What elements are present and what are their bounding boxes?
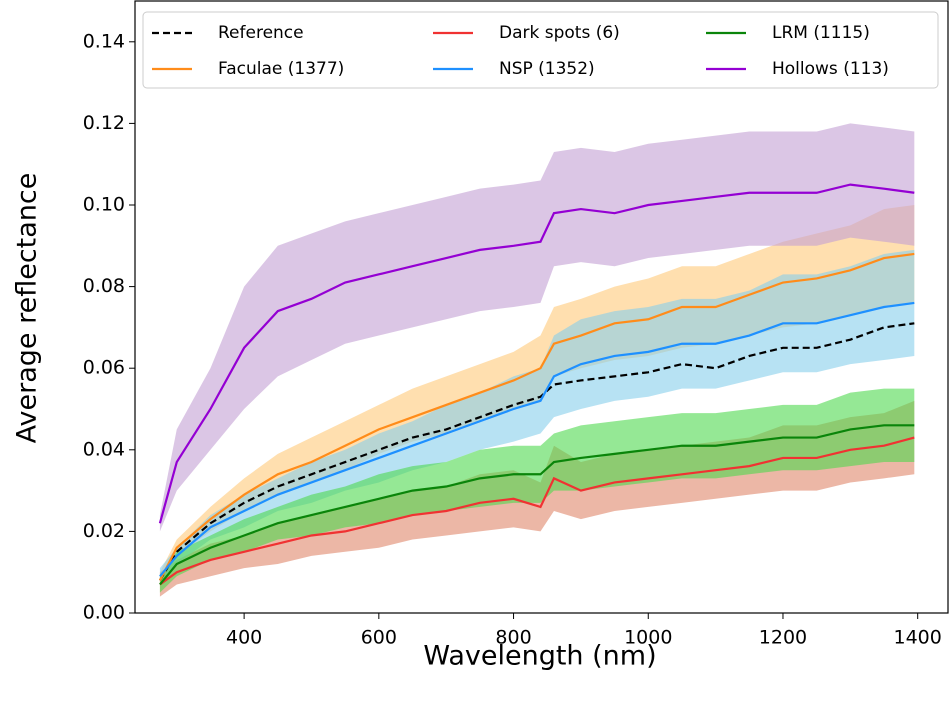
legend: Reference Faculae (1377) Dark spots (6) NSP… xyxy=(142,11,939,89)
y-tick-label: 0.04 xyxy=(83,438,125,460)
series-line xyxy=(159,301,915,577)
legend-label: LRM (1115) xyxy=(772,23,870,43)
x-tick-label: 600 xyxy=(361,627,397,649)
x-tick-label: 400 xyxy=(226,627,262,649)
legend-label: Hollows (113) xyxy=(772,59,889,79)
band xyxy=(159,388,915,593)
plot-frame xyxy=(134,0,949,614)
legend-label: NSP (1352) xyxy=(499,59,595,79)
x-tick-label: 800 xyxy=(495,627,531,649)
series-line xyxy=(159,424,915,586)
band xyxy=(159,123,915,532)
legend-label: Faculae (1377) xyxy=(218,59,344,79)
y-tick-label: 0.12 xyxy=(83,112,125,134)
series-line xyxy=(159,436,915,586)
y-axis-label: Average reflectance xyxy=(12,173,43,444)
y-tick-label: 0.08 xyxy=(83,275,125,297)
x-axis-label: Wavelength (nm) xyxy=(423,641,656,672)
x-tick-label: 1200 xyxy=(759,627,807,649)
legend-label: Dark spots (6) xyxy=(499,23,620,43)
x-tick-label: 1000 xyxy=(624,627,672,649)
y-tick-label: 0.10 xyxy=(83,194,125,216)
y-tick-label: 0.06 xyxy=(83,357,125,379)
series-line xyxy=(158,183,915,524)
y-tick-label: 0.00 xyxy=(83,602,125,624)
series-line xyxy=(158,322,915,581)
y-tick-label: 0.14 xyxy=(83,30,125,52)
band xyxy=(159,249,915,581)
series-line xyxy=(158,252,915,581)
x-tick-label: 1400 xyxy=(894,627,942,649)
y-tick-label: 0.02 xyxy=(83,520,125,542)
legend-label: Reference xyxy=(218,23,304,43)
